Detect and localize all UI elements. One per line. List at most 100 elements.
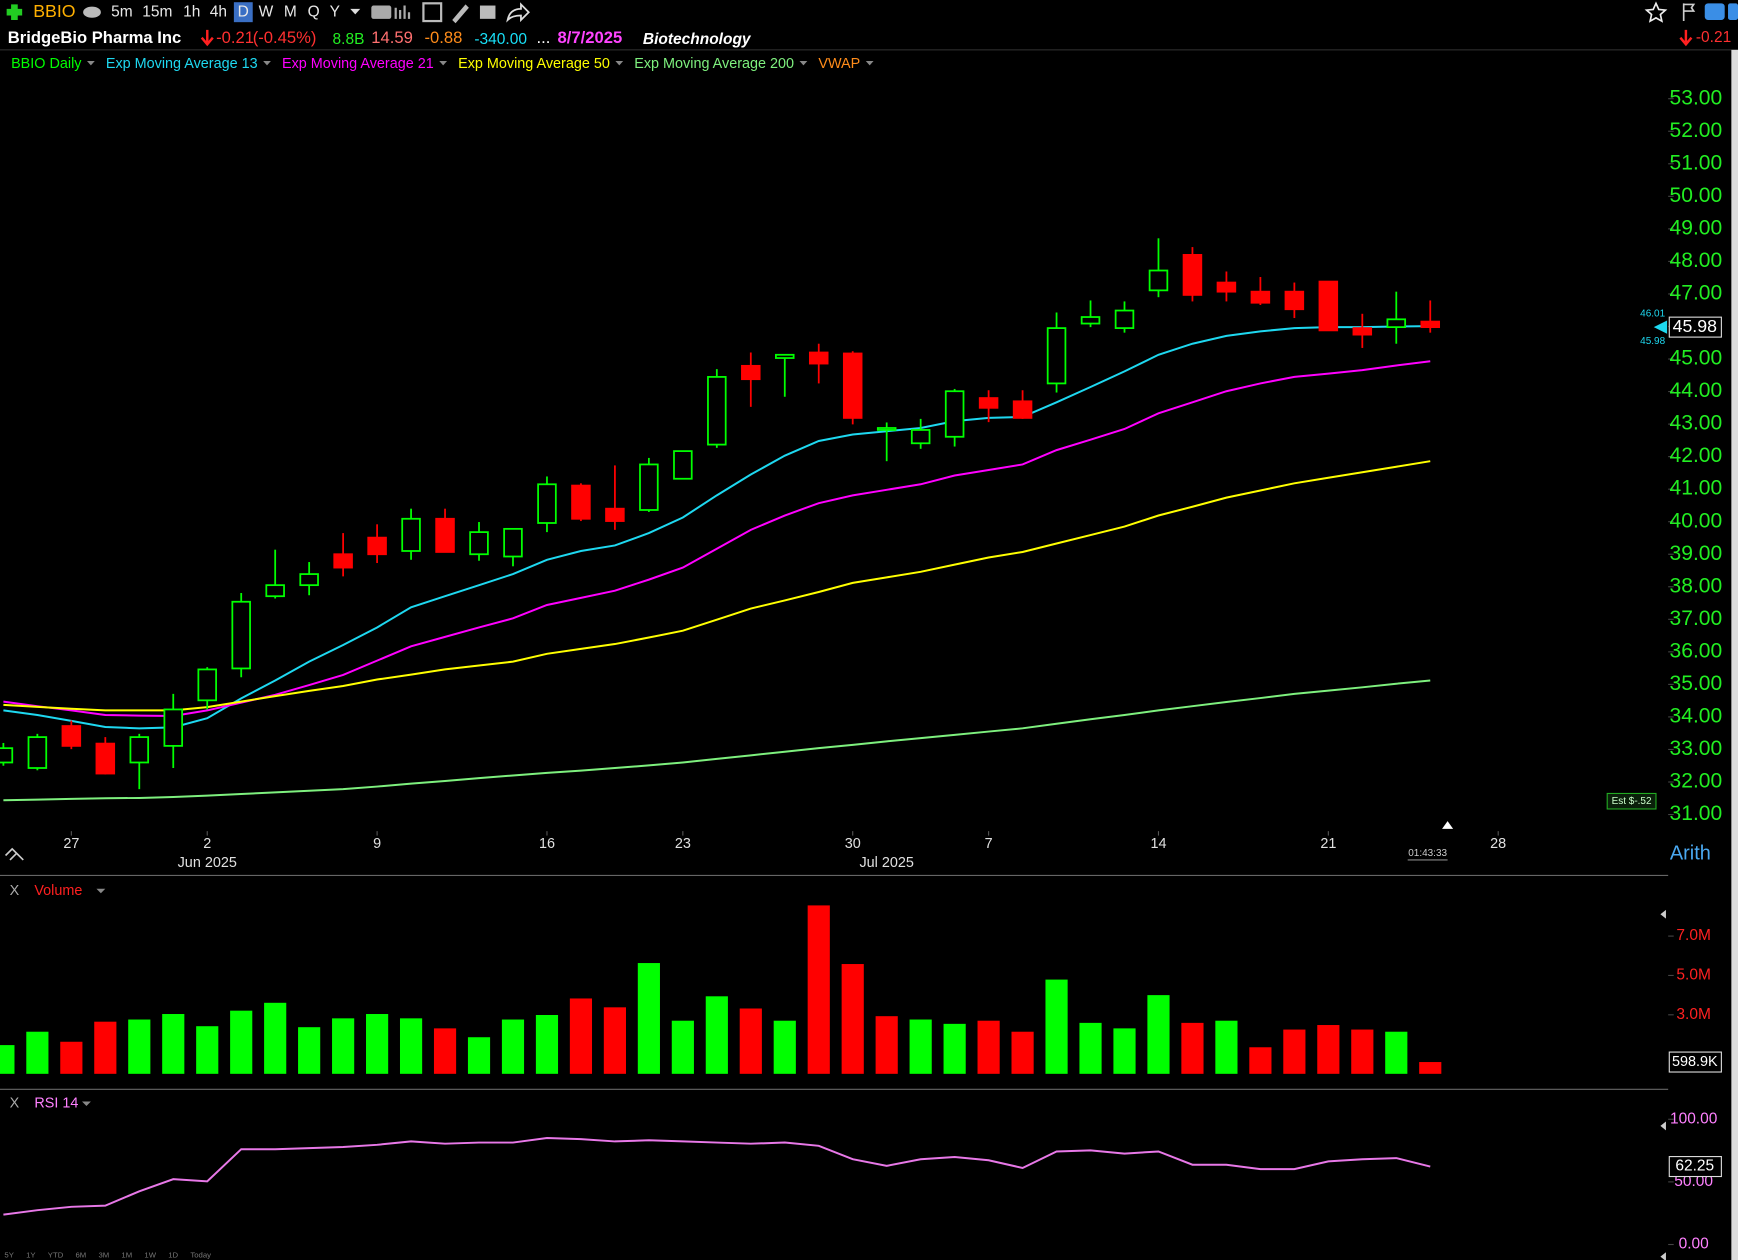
y-tick-label: 0.00 <box>1679 1236 1710 1253</box>
candle-body <box>1386 318 1407 329</box>
close-panel[interactable]: X <box>10 883 20 899</box>
close-panel[interactable]: X <box>10 1096 20 1112</box>
range-button[interactable]: 1W <box>144 1251 156 1260</box>
legend-entry: BBIO Daily <box>11 56 82 72</box>
timeframe[interactable]: 1h <box>183 3 200 20</box>
y-tick-label: 100.00 <box>1670 1110 1718 1127</box>
range-button[interactable]: 3M <box>98 1251 109 1260</box>
timeframe[interactable]: Y <box>330 3 340 20</box>
range-button[interactable]: 5Y <box>4 1251 13 1260</box>
legend-dropdown <box>439 60 448 66</box>
y-tick-label: 38.00 <box>1670 574 1723 597</box>
tool-icon[interactable] <box>479 5 496 19</box>
y-tick-label: 45.00 <box>1670 347 1723 370</box>
range-button[interactable]: Today <box>190 1251 211 1260</box>
range-buttons: 5Y 1Y YTD 6M 3M 1M 1W 1D Today <box>4 1251 211 1260</box>
ema-last-value: 46.01 <box>1640 308 1665 319</box>
volume-bar <box>128 1019 151 1074</box>
dropdown-icon[interactable] <box>82 1101 91 1106</box>
moving-average <box>3 325 1431 730</box>
rsi-line <box>3 1137 1431 1216</box>
candle-body <box>435 517 455 553</box>
tool-icon[interactable] <box>422 2 443 23</box>
app-icon[interactable] <box>1704 3 1725 20</box>
y-tick-label: 50.00 <box>1674 1173 1713 1190</box>
y-tick-label: 32.00 <box>1670 770 1723 793</box>
y-tick-label: 33.00 <box>1670 737 1723 760</box>
flag-icon[interactable] <box>1682 3 1696 22</box>
timeframe[interactable]: Q <box>308 3 320 20</box>
favorite-icon[interactable] <box>1644 1 1668 23</box>
y-tick-label: 41.00 <box>1670 477 1723 500</box>
volume-bar <box>467 1037 491 1074</box>
x-tick-label: 2 <box>203 836 211 852</box>
x-month-label: Jun 2025 <box>178 855 237 871</box>
legend-entry: Exp Moving Average 21 <box>282 56 434 72</box>
market-cap: 8.8B <box>333 31 365 48</box>
candle-body <box>1284 290 1305 311</box>
tool-icon[interactable] <box>83 6 101 18</box>
more[interactable]: ... <box>536 28 550 47</box>
candle-body <box>1012 400 1033 419</box>
volume-bar <box>943 1023 966 1074</box>
quote-header: BridgeBio Pharma Inc -0.21 (-0.45%) 8.8B… <box>8 28 1731 48</box>
timeframe[interactable]: 5m <box>111 3 133 20</box>
candle-body <box>537 483 557 524</box>
y-tick-label: 42.00 <box>1670 444 1723 467</box>
range-button[interactable]: 6M <box>75 1251 86 1260</box>
candle-body <box>910 429 931 445</box>
volume-bar <box>909 1019 932 1074</box>
timeframe[interactable]: M <box>284 3 297 20</box>
candle-body <box>265 584 285 598</box>
timeframe[interactable]: 15m <box>142 3 172 20</box>
share-icon[interactable] <box>506 2 530 23</box>
candle-body <box>1352 327 1373 336</box>
candle-body <box>944 390 965 438</box>
scrollbar[interactable] <box>1731 49 1738 1260</box>
panel-title: RSI 14 <box>34 1096 78 1112</box>
volume-bar <box>1079 1022 1102 1074</box>
y-tick-label: 52.00 <box>1670 119 1723 142</box>
range-button[interactable]: YTD <box>48 1251 64 1260</box>
candle-body <box>1114 309 1135 329</box>
volume-bar <box>501 1019 525 1074</box>
range-button[interactable]: 1Y <box>26 1251 35 1260</box>
tool-icon[interactable] <box>394 5 411 19</box>
y-tick-label: 48.00 <box>1670 249 1723 272</box>
symbol[interactable]: BBIO <box>33 1 75 21</box>
app-icon[interactable] <box>1728 3 1738 20</box>
tool-icon[interactable] <box>371 5 392 19</box>
y-tick-label: 43.00 <box>1670 412 1723 435</box>
tool-icon[interactable] <box>452 4 469 24</box>
volume-last-label: 598.9K <box>1672 1054 1718 1070</box>
candle-body <box>775 353 795 359</box>
volume-bar <box>637 963 660 1074</box>
volume-bar <box>1181 1022 1204 1074</box>
candle-body <box>61 725 82 747</box>
value-tag <box>1668 1156 1722 1178</box>
candle-body <box>503 527 523 558</box>
dropdown-icon[interactable] <box>96 888 106 894</box>
candle-body <box>673 450 693 480</box>
scroll-marker[interactable] <box>1442 821 1454 829</box>
dropdown-icon[interactable] <box>350 8 361 15</box>
eps: -0.88 <box>425 28 463 47</box>
volume-bar <box>1419 1062 1442 1074</box>
candle-body <box>1148 269 1169 292</box>
close-last-value: 45.98 <box>1640 336 1665 347</box>
range-button[interactable]: 1D <box>168 1251 178 1260</box>
range-button[interactable]: 1M <box>121 1251 132 1260</box>
change-percent: (-0.45%) <box>253 28 317 47</box>
last-price: 45.98 <box>1673 316 1717 336</box>
add-icon[interactable] <box>6 4 23 20</box>
timeframe[interactable]: 4h <box>210 3 227 20</box>
timeframe[interactable]: D <box>238 3 249 20</box>
scale-mode[interactable]: Arith <box>1670 843 1711 865</box>
volume-bar <box>264 1002 287 1074</box>
timeframe[interactable]: W <box>259 3 274 20</box>
nav-icon[interactable] <box>4 847 24 861</box>
candle-body <box>876 427 897 431</box>
candle-body <box>95 742 116 775</box>
change: -0.21 <box>216 28 254 47</box>
